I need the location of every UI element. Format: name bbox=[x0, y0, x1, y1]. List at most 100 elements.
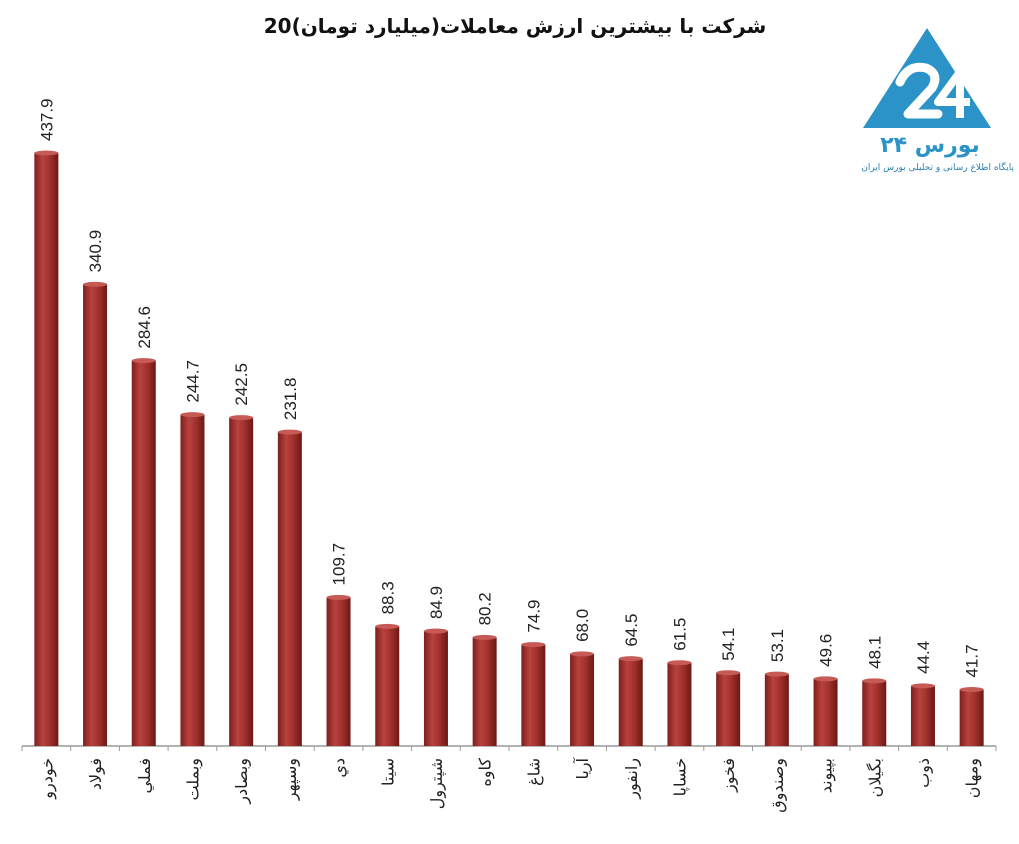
bar-6 bbox=[277, 429, 302, 746]
bar-rect bbox=[521, 644, 546, 746]
bar-rect bbox=[910, 685, 935, 746]
value-label-9: 84.9 bbox=[427, 586, 446, 619]
bar-13 bbox=[618, 656, 643, 746]
category-label-16: وصندوق bbox=[768, 758, 788, 813]
category-label-1: خودرو bbox=[37, 758, 57, 800]
bar-rect bbox=[862, 680, 887, 746]
value-label-14: 61.5 bbox=[670, 618, 689, 651]
bar-cap bbox=[667, 660, 692, 666]
category-label-3: فملي bbox=[135, 758, 155, 794]
category-label-17: بپيوند bbox=[817, 758, 837, 793]
value-label-1: 437.9 bbox=[37, 98, 56, 141]
category-label-19: ذوب bbox=[914, 758, 934, 788]
category-label-15: فخوز bbox=[719, 758, 739, 793]
logo-tagline: پایگاه اطلاع رسانی و تحلیلی بورس ایران bbox=[861, 161, 1014, 173]
bar-rect bbox=[618, 658, 643, 746]
bar-4 bbox=[180, 412, 205, 746]
category-label-13: رانفور bbox=[622, 758, 642, 800]
chart-title: 20شرکت با بیشترین ارزش معاملات(میلیارد ت… bbox=[263, 14, 767, 38]
bar-9 bbox=[423, 628, 448, 746]
logo-brand-text: بورس ۲۴ bbox=[880, 133, 980, 158]
bar-cap bbox=[131, 358, 156, 364]
bar-rect bbox=[570, 653, 595, 746]
value-label-7: 109.7 bbox=[330, 543, 349, 586]
logo-triangle-icon: بورس ۲۴ پایگاه اطلاع رسانی و تحلیلی بورس… bbox=[861, 28, 1014, 173]
bar-cap bbox=[472, 634, 497, 640]
bar-rect bbox=[83, 284, 108, 746]
value-label-19: 44.4 bbox=[914, 641, 933, 674]
value-label-12: 68.0 bbox=[573, 609, 592, 642]
value-label-4: 244.7 bbox=[183, 360, 202, 403]
bar-cap bbox=[375, 623, 400, 629]
bar-2 bbox=[83, 281, 108, 746]
bar-cap bbox=[277, 429, 302, 435]
bar-rect bbox=[34, 153, 59, 746]
category-label-2: فولاد bbox=[86, 758, 106, 790]
value-label-8: 88.3 bbox=[378, 581, 397, 614]
bar-rect bbox=[326, 597, 351, 746]
bar-rect bbox=[131, 360, 156, 746]
bar-cap bbox=[326, 594, 351, 600]
bar-20 bbox=[959, 687, 984, 746]
category-label-10: كاوه bbox=[476, 758, 496, 787]
bar-cap bbox=[229, 415, 254, 421]
bar-cap bbox=[618, 656, 643, 662]
bar-rect bbox=[472, 637, 497, 746]
bar-3 bbox=[131, 358, 156, 746]
bar-11 bbox=[521, 642, 546, 746]
bar-10 bbox=[472, 634, 497, 746]
bar-rect bbox=[764, 674, 789, 746]
bar-5 bbox=[229, 415, 254, 746]
value-label-13: 64.5 bbox=[622, 614, 641, 647]
value-label-20: 41.7 bbox=[963, 644, 982, 677]
category-label-20: ومهان bbox=[963, 758, 983, 798]
value-label-5: 242.5 bbox=[232, 363, 251, 406]
category-label-4: وبملت bbox=[183, 758, 203, 800]
category-label-11: شاغ bbox=[524, 758, 544, 786]
value-label-18: 48.1 bbox=[865, 636, 884, 669]
bar-cap bbox=[423, 628, 448, 634]
category-label-7: دي bbox=[330, 758, 350, 778]
value-label-16: 53.1 bbox=[768, 629, 787, 662]
category-label-12: آريا bbox=[573, 756, 593, 779]
value-label-6: 231.8 bbox=[281, 378, 300, 421]
value-label-15: 54.1 bbox=[719, 628, 738, 661]
value-label-10: 80.2 bbox=[476, 592, 495, 625]
bar-cap bbox=[862, 678, 887, 684]
bar-16 bbox=[764, 671, 789, 746]
bar-cap bbox=[959, 687, 984, 693]
value-label-3: 284.6 bbox=[135, 306, 154, 349]
bar-14 bbox=[667, 660, 692, 746]
bar-7 bbox=[326, 594, 351, 746]
bar-cap bbox=[83, 281, 108, 287]
bar-cap bbox=[570, 651, 595, 657]
category-label-18: بگيلان bbox=[865, 758, 884, 797]
borse24-logo: بورس ۲۴ پایگاه اطلاع رسانی و تحلیلی بورس… bbox=[838, 22, 1016, 182]
bar-19 bbox=[910, 683, 935, 746]
bar-18 bbox=[862, 678, 887, 746]
category-label-9: شپترول bbox=[427, 758, 447, 809]
bar-cap bbox=[521, 642, 546, 648]
bar-rect bbox=[959, 689, 984, 746]
bar-cap bbox=[813, 676, 838, 682]
bar-cap bbox=[180, 412, 205, 418]
bar-15 bbox=[716, 670, 741, 746]
bar-rect bbox=[229, 417, 254, 746]
value-label-11: 74.9 bbox=[524, 599, 543, 632]
bar-rect bbox=[375, 626, 400, 746]
bar-rect bbox=[180, 414, 205, 746]
bar-cap bbox=[716, 670, 741, 676]
category-label-14: خساپا bbox=[670, 758, 690, 796]
category-label-8: سيتا bbox=[378, 758, 397, 786]
category-label-5: وبصادر bbox=[232, 758, 252, 805]
bar-rect bbox=[813, 678, 838, 746]
bar-8 bbox=[375, 623, 400, 746]
category-label-6: وسپهر bbox=[281, 758, 301, 801]
value-label-17: 49.6 bbox=[817, 634, 836, 667]
bar-cap bbox=[34, 150, 59, 156]
bar-rect bbox=[423, 631, 448, 746]
bar-cap bbox=[910, 683, 935, 689]
value-label-2: 340.9 bbox=[86, 230, 105, 273]
bar-17 bbox=[813, 676, 838, 746]
